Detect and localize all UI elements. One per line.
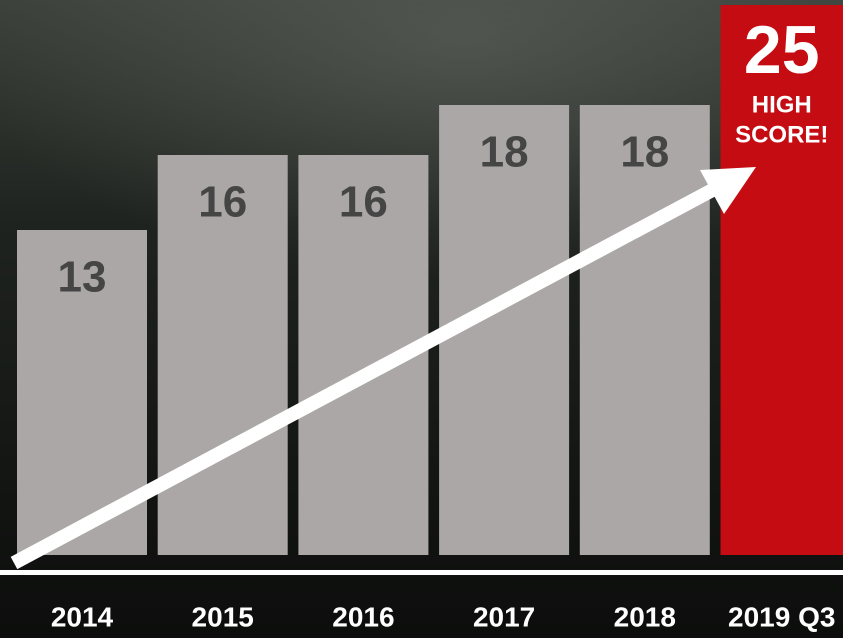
- bar: [720, 5, 843, 555]
- value-label: 18: [480, 128, 529, 177]
- value-label: 16: [198, 178, 247, 227]
- x-tick-label: 2015: [192, 601, 254, 632]
- bar: [157, 155, 288, 555]
- baseline: [0, 570, 843, 575]
- x-tick-label: 2018: [614, 601, 676, 632]
- labels: 13 2014 16 2015 16 2016 18 2017 18 2018 25 HIGH SCOR…: [51, 12, 836, 632]
- value-label: 18: [620, 128, 669, 177]
- x-tick-label: 2017: [473, 601, 535, 632]
- bars: [17, 5, 843, 555]
- annotation: HIGH: [752, 91, 812, 118]
- value-label: 25: [744, 12, 820, 88]
- annotation: SCORE!: [735, 121, 828, 148]
- arrow-head: [700, 167, 756, 214]
- x-tick-label: 2019 Q3: [728, 601, 835, 632]
- bar: [579, 105, 710, 555]
- x-tick-label: 2016: [332, 601, 394, 632]
- trend-arrow: [10, 167, 756, 570]
- x-tick-label: 2014: [51, 601, 114, 632]
- value-label: 16: [339, 178, 388, 227]
- value-label: 13: [58, 253, 107, 302]
- arrow-shaft: [10, 179, 724, 570]
